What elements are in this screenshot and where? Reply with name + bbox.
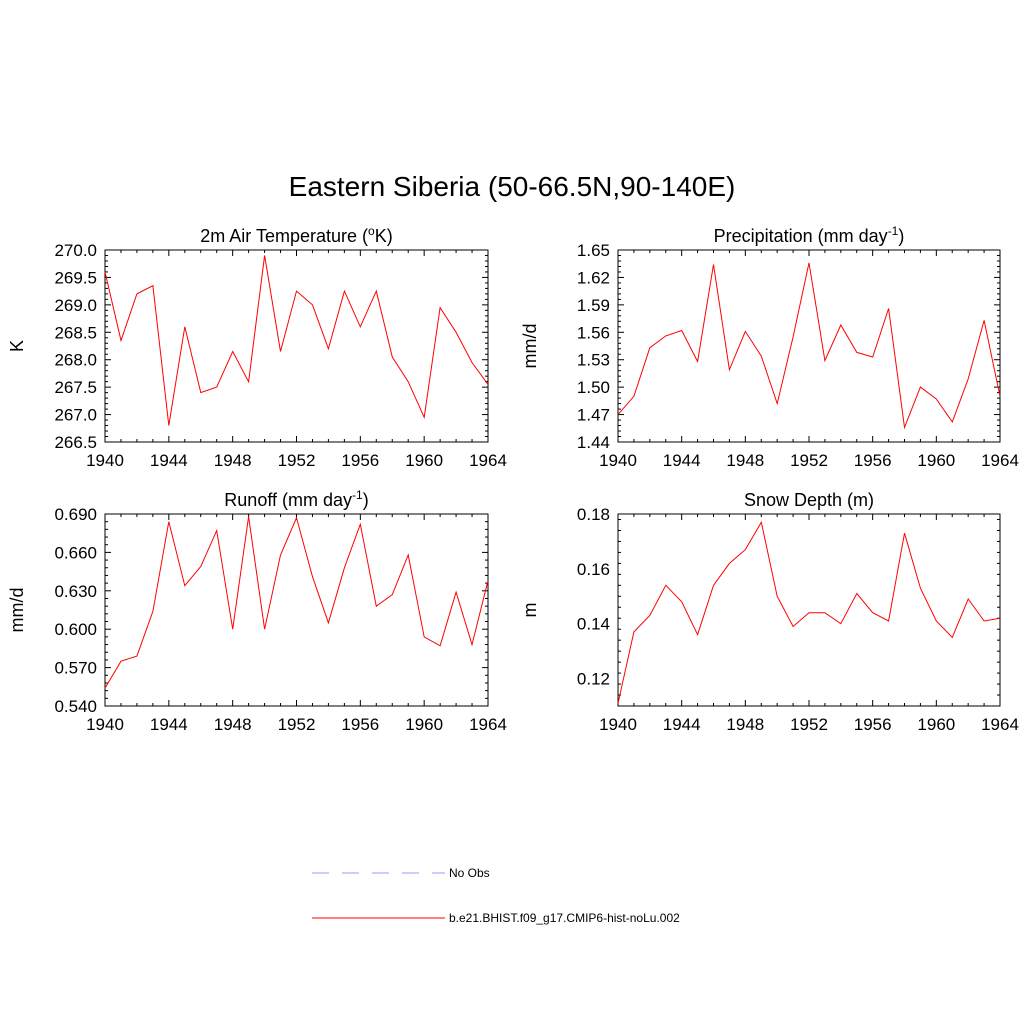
panel-title-superscript: o [368,224,375,238]
y-tick-label: 1.50 [577,378,610,397]
x-tick-label: 1952 [790,451,828,470]
panel-title-text: 2m Air Temperature ( [200,226,368,246]
y-tick-label: 270.0 [54,241,97,260]
x-tick-label: 1956 [854,451,892,470]
series-line [617,262,1001,430]
y-tick-label: 1.65 [577,241,610,260]
legend-label: No Obs [449,866,490,880]
x-tick-label: 1964 [981,451,1019,470]
panels: 2m Air Temperature (oK) K 1940 1944 1948 1952… [7,224,1019,734]
x-tick-label: 1940 [86,715,124,734]
y-tick-label: 0.630 [54,582,97,601]
series-line [617,520,1001,704]
panel-title-suffix: K) [375,226,393,246]
y-tick-label: 266.5 [54,433,97,452]
plot-frame [617,513,1001,707]
x-tick-label: 1960 [405,451,443,470]
x-tick-label: 1952 [278,715,316,734]
panel-title-text: Snow Depth (m) [744,490,874,510]
panel-title-superscript: -1 [888,224,899,238]
y-tick-label: 267.5 [54,378,97,397]
x-tick-label: 1964 [469,715,507,734]
y-tick-label: 0.18 [577,505,610,524]
x-tick-label: 1960 [405,715,443,734]
x-tick-label: 1952 [278,451,316,470]
plot-frame [617,249,1001,443]
x-tick-label: 1940 [599,451,637,470]
y-tick-label: 268.5 [54,323,97,342]
y-axis-label: mm/d [520,324,540,369]
y-tick-label: 269.0 [54,296,97,315]
y-tick-label: 0.600 [54,620,97,639]
panel-2: Precipitation (mm day-1) mm/d 1940 1944 1948… [520,224,1019,470]
y-tick-label: 1.47 [577,406,610,425]
x-tick-label: 1960 [917,715,955,734]
y-tick-label: 269.5 [54,268,97,287]
y-tick-label: 1.62 [577,268,610,287]
y-tick-label: 268.0 [54,351,97,370]
y-axis-label: mm/d [7,588,27,633]
y-axis-label: K [7,340,27,352]
y-tick-label: 0.570 [54,659,97,678]
figure-title: Eastern Siberia (50-66.5N,90-140E) [289,171,736,202]
plot-frame [104,249,489,443]
x-tick-label: 1956 [341,451,379,470]
y-tick-label: 0.12 [577,670,610,689]
x-tick-label: 1948 [214,451,252,470]
legend: No Obs b.e21.BHIST.f09_g17.CMIP6-hist-noL… [312,866,680,925]
x-tick-label: 1956 [341,715,379,734]
x-tick-label: 1964 [469,451,507,470]
panel-title: Precipitation (mm day-1) [714,224,905,246]
series-line [104,255,489,426]
legend-label: b.e21.BHIST.f09_g17.CMIP6-hist-noLu.002 [449,911,680,925]
panel-title-text: Runoff (mm day [224,490,352,510]
x-tick-label: 1944 [150,451,188,470]
y-tick-label: 0.690 [54,505,97,524]
panel-3: Runoff (mm day-1) mm/d 1940 1944 1948 1952 195… [7,488,507,734]
y-tick-label: 1.59 [577,296,610,315]
x-tick-label: 1948 [214,715,252,734]
x-tick-label: 1960 [917,451,955,470]
panel-title-text: Precipitation (mm day [714,226,888,246]
x-tick-label: 1940 [86,451,124,470]
panel-title-superscript: -1 [352,488,363,502]
x-tick-label: 1956 [854,715,892,734]
y-tick-label: 0.660 [54,543,97,562]
panel-title: Snow Depth (m) [744,490,874,510]
y-tick-label: 267.0 [54,406,97,425]
x-tick-label: 1948 [726,715,764,734]
panel-1: 2m Air Temperature (oK) K 1940 1944 1948 1952… [7,224,507,470]
panel-title-suffix: ) [898,226,904,246]
x-tick-label: 1944 [663,715,701,734]
y-tick-label: 1.56 [577,323,610,342]
y-tick-label: 0.16 [577,560,610,579]
x-tick-label: 1952 [790,715,828,734]
x-tick-label: 1964 [981,715,1019,734]
series-line [104,516,489,689]
panel-title: 2m Air Temperature (oK) [200,224,392,246]
x-tick-label: 1948 [726,451,764,470]
y-tick-label: 1.53 [577,351,610,370]
y-tick-label: 0.14 [577,615,610,634]
x-tick-label: 1944 [150,715,188,734]
y-tick-label: 0.540 [54,697,97,716]
panel-title: Runoff (mm day-1) [224,488,368,510]
plot-frame [104,513,489,707]
panel-title-suffix: ) [363,490,369,510]
panel-4: Snow Depth (m) m 1940 1944 1948 1952 1956 1960 1… [520,490,1019,734]
x-tick-label: 1940 [599,715,637,734]
y-tick-label: 1.44 [577,433,610,452]
y-axis-label: m [520,603,540,618]
x-tick-label: 1944 [663,451,701,470]
